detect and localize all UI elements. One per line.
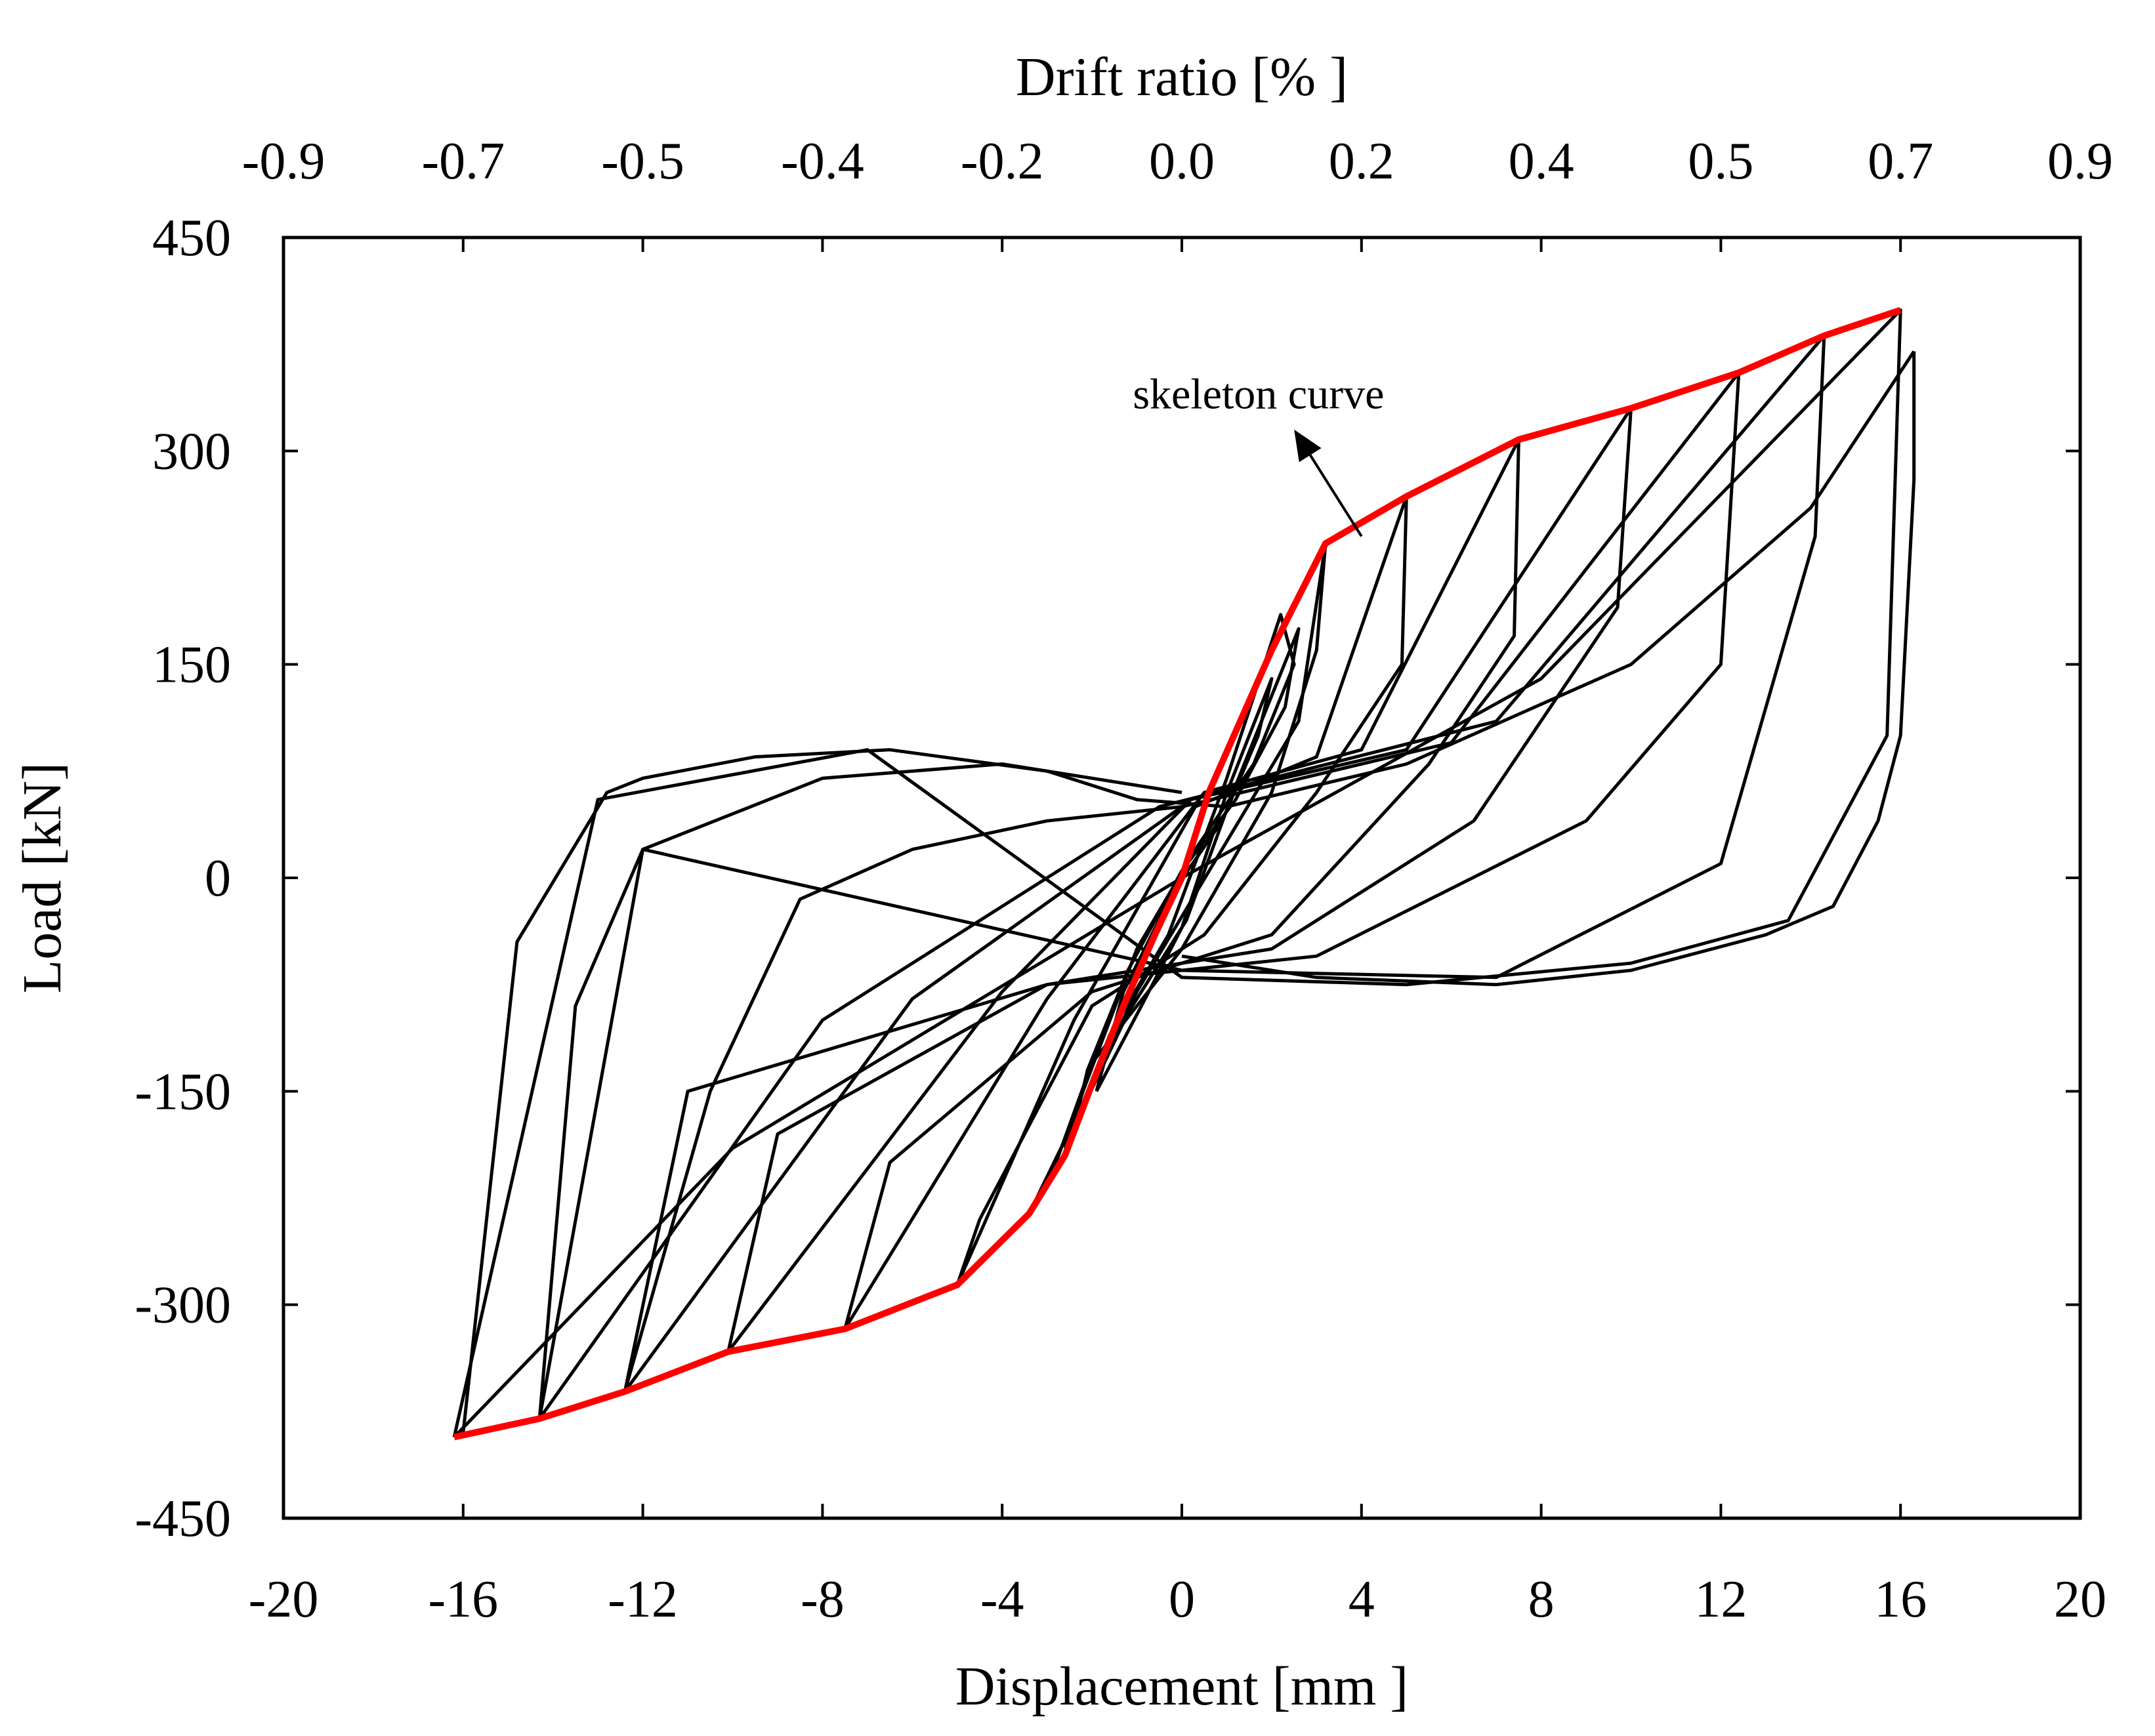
hysteresis-loop-11 (461, 350, 1915, 1434)
x2-tick-label: -0.5 (601, 133, 684, 190)
hysteresis-loop-12 (1181, 351, 1916, 987)
skeleton-curve (453, 306, 1902, 1441)
x2-tick-label: -0.9 (242, 133, 325, 190)
x-tick-label: -20 (249, 1571, 319, 1628)
x2-tick-label: 0.7 (1868, 133, 1933, 190)
x2-tick-label: 0.0 (1149, 133, 1215, 190)
x2-tick-label: 0.2 (1329, 133, 1394, 190)
skeleton-curve-label: skeleton curve (1133, 370, 1384, 418)
x2-tick-label: -0.7 (421, 133, 505, 190)
hysteresis-loop-5 (955, 495, 1408, 1286)
x2-tick-label: -0.2 (961, 133, 1044, 190)
hysteresis-loop-14 (623, 805, 1182, 1392)
x2-tick-label: -0.4 (781, 133, 864, 190)
y-tick-label: -150 (135, 1063, 231, 1121)
hysteresis-loop-13 (537, 762, 1182, 1419)
axis-ticks (282, 236, 2082, 1519)
annotation-arrow-line (1308, 454, 1363, 537)
x-tick-label: 12 (1694, 1571, 1747, 1628)
y-tick-label: -300 (135, 1277, 231, 1334)
x-tick-label: 20 (2054, 1571, 2106, 1628)
annotation-arrow-head (1294, 429, 1322, 463)
hysteresis-loop-2 (1072, 627, 1301, 1128)
x2-tick-label: 0.5 (1688, 133, 1753, 190)
y-tick-label: -450 (135, 1490, 231, 1548)
x-tick-label: 0 (1169, 1571, 1195, 1628)
x-tick-label: 8 (1528, 1571, 1555, 1628)
y-tick-label: 300 (152, 423, 231, 480)
x-tick-label: -8 (801, 1571, 845, 1628)
skeleton-annotation: skeleton curve (1133, 370, 1384, 537)
x2-tick-label: 0.9 (2047, 133, 2113, 190)
y-tick-label: 150 (152, 636, 231, 694)
x-tick-label: 16 (1874, 1571, 1927, 1628)
y-tick-label: 0 (205, 850, 231, 907)
x-tick-label: -16 (428, 1571, 498, 1628)
hysteresis-loop-8 (623, 371, 1741, 1393)
hysteresis-loops (452, 308, 1916, 1439)
hysteresis-loop-7 (726, 406, 1633, 1353)
top-axis-title: Drift ratio [% ] (1016, 47, 1348, 108)
tick-labels: -20 -16 -12 -8 -4 0 4 8 12 16 20 -0.9 -0.7 -0.5 -0.4 -0… (135, 133, 2113, 1628)
x-tick-label: -4 (980, 1571, 1024, 1628)
hysteresis-loop-10 (452, 308, 1902, 1439)
hysteresis-loop-6 (843, 438, 1520, 1330)
y-axis-title: Load [kN] (12, 762, 73, 993)
y-tick-label: 450 (152, 209, 231, 267)
skeleton-curve-layer (453, 306, 1902, 1441)
x-axis-title: Displacement [mm ] (955, 1656, 1408, 1717)
x-tick-label: -12 (608, 1571, 678, 1628)
x-tick-label: 4 (1349, 1571, 1375, 1628)
x2-tick-label: 0.4 (1509, 133, 1574, 190)
